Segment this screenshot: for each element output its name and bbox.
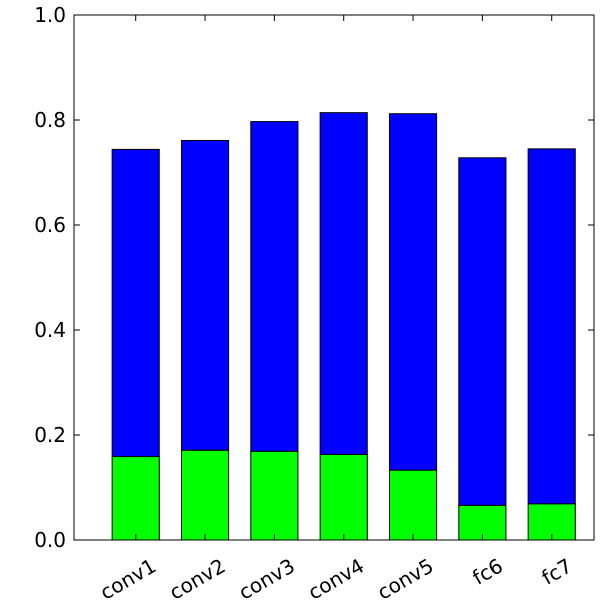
bar-conv1-series-1: [111, 148, 160, 458]
x-tick-label-conv4: conv4: [304, 554, 368, 600]
bar-conv3-series-1: [250, 121, 299, 452]
y-tick-label: 0.4: [34, 318, 66, 342]
bar-conv4-series-1: [319, 112, 368, 455]
y-axis: 0.0 0.2 0.4 0.6 0.8 1.0: [34, 3, 594, 552]
bar-conv5-series-1: [388, 113, 438, 471]
x-tick-label-fc7: fc7: [538, 554, 577, 590]
bar-conv2-series-1: [180, 139, 230, 451]
x-tick-label-fc6: fc6: [468, 554, 507, 590]
y-tick-label: 0.0: [34, 528, 66, 552]
plot-frame: [73, 14, 595, 541]
bar-fc7-series-0: [527, 503, 576, 541]
y-tick-label: 1.0: [34, 3, 66, 27]
bar-conv2-series-0: [180, 449, 230, 541]
y-tick-label: 0.8: [34, 108, 66, 132]
bar-conv5-series-0: [388, 469, 438, 541]
x-tick-label-conv2: conv2: [165, 554, 229, 600]
bar-conv4-series-0: [319, 453, 368, 541]
bar-conv1-series-0: [111, 456, 160, 541]
bars-group: [111, 112, 576, 541]
bar-fc6-series-1: [458, 157, 507, 506]
y-tick-label: 0.2: [34, 423, 66, 447]
x-tick-label-conv1: conv1: [96, 554, 160, 600]
bar-fc7-series-1: [527, 148, 576, 505]
x-tick-label-conv5: conv5: [373, 554, 437, 600]
x-tick-label-conv3: conv3: [235, 554, 299, 600]
y-tick-label: 0.6: [34, 213, 66, 237]
bar-conv3-series-0: [250, 450, 299, 541]
